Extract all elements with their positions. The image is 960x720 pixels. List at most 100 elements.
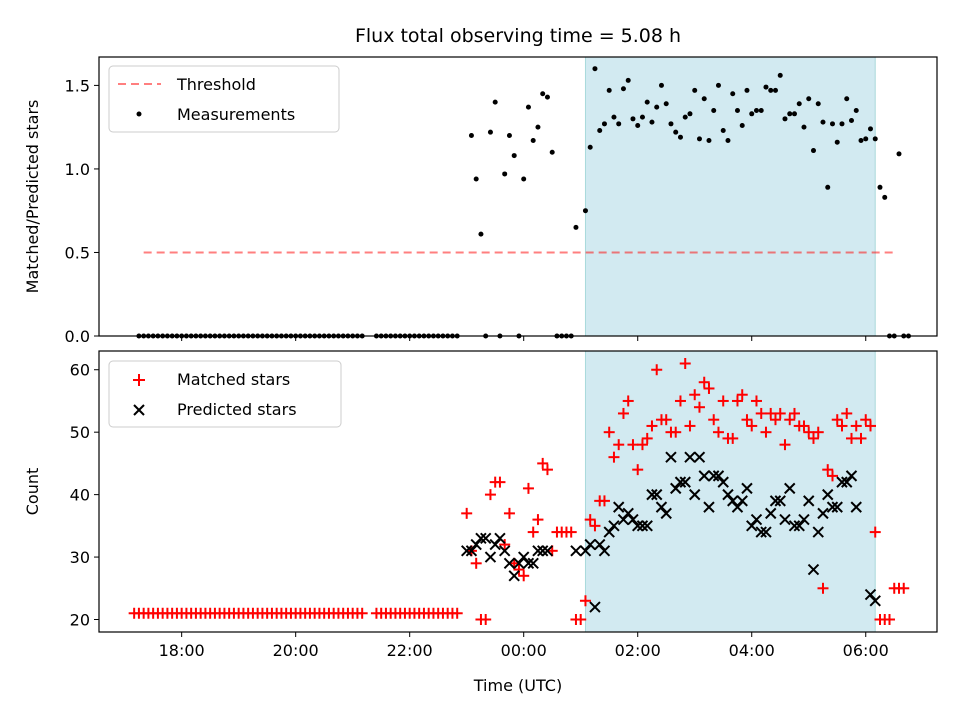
x-tick-label: 02:00 [615,641,661,660]
y-tick-label: 50 [70,423,90,442]
measurement-point [511,153,517,159]
matched-stars-point [537,457,549,469]
matched-stars-point [826,470,838,482]
measurement-point [692,87,698,93]
measurement-point [753,107,759,113]
matched-stars-point [651,364,663,376]
y-tick-label: 0.5 [65,243,90,262]
measurement-point [772,87,778,93]
matched-stars-point [480,614,492,626]
y-tick-label: 40 [70,486,90,505]
measurement-point [606,87,612,93]
predicted-stars-point [584,538,596,551]
matched-stars-point [864,420,876,432]
predicted-stars-point [679,476,691,488]
measurement-point [687,111,693,117]
matched-stars-point [708,414,720,426]
legend-matched-label: Matched stars [177,370,290,389]
measurement-point [668,121,674,127]
predicted-stars-point [636,520,649,532]
predicted-stars-point [769,495,782,507]
matched-stars-point [527,526,539,538]
measurement-point [706,138,712,144]
predicted-stars-point [598,545,611,557]
measurement-point [810,148,816,154]
predicted-stars-point [760,526,772,538]
measurement-point [592,66,598,72]
predicted-stars-point [498,545,511,557]
x-tick-label: 18:00 [159,641,205,660]
measurement-point [877,184,883,190]
predicted-stars-point [774,495,786,507]
measurement-point [601,121,607,127]
measurement-point [801,124,807,130]
matched-stars-point [575,614,587,626]
x-tick-label: 06:00 [843,641,889,660]
predicted-stars-point [826,501,839,513]
predicted-stars-point [708,470,720,482]
predicted-stars-point [836,476,848,488]
matched-stars-point [356,607,368,619]
predicted-stars-point [603,526,615,538]
measurement-point [525,104,531,110]
y-tick-label: 0.0 [65,327,90,346]
predicted-stars-point [536,545,549,557]
matched-stars-point [746,420,758,432]
measurement-point [782,116,788,122]
matched-stars-point [750,395,762,407]
measurement-point [863,136,869,142]
measurement-point [844,96,850,102]
matched-stars-point [812,426,824,438]
matched-stars-point [703,382,715,394]
predicted-stars-point [755,526,767,538]
predicted-stars-point [722,488,734,501]
predicted-stars-point [484,551,497,563]
measurement-point [573,224,579,230]
predicted-stars-point [831,501,843,513]
measurement-point [597,128,603,134]
predicted-stars-point [617,513,630,526]
matched-stars-point [484,489,496,501]
measurement-point [544,94,550,100]
predicted-stars-point [788,520,801,532]
matched-stars-point [613,439,625,451]
matched-stars-point [760,426,772,438]
predicted-stars-point [750,513,763,526]
y-tick-label: 60 [70,361,90,380]
measurement-point [654,104,660,110]
matched-stars-point [532,514,544,526]
measurement-point [711,107,717,113]
matched-stars-point [765,407,777,419]
predicted-stars-point [731,501,744,513]
x-tick-label: 04:00 [729,641,775,660]
matched-stars-point [503,507,515,519]
measurement-point [725,138,731,144]
measurement-point [506,133,512,139]
matched-stars-point [522,482,534,494]
top-legend: Threshold Measurements [108,65,340,133]
predicted-stars-point [579,545,592,557]
x-tick-label: 22:00 [387,641,433,660]
measurement-point [744,87,750,93]
predicted-stars-point [570,545,582,557]
predicted-stars-point [798,513,810,526]
bottom-y-ticks: 20 30 40 50 60 [70,361,99,630]
top-panel: Flux total observing time = 5.08 h 0.00.… [23,25,938,346]
measurement-point [720,128,726,134]
matched-stars-point [807,432,819,444]
bottom-x-ticks: 18:00 20:00 22:00 00:00 02:00 04:00 06:00 [159,632,889,660]
measurement-point [696,136,702,142]
matched-stars-point [589,520,601,532]
measurement-point [611,114,617,120]
measurements-points [136,66,911,339]
measurement-point [535,124,541,130]
measurement-point [473,176,479,182]
measurement-point [663,101,669,107]
matched-stars-point [836,420,848,432]
measurement-point [791,111,797,117]
matched-stars-point [845,432,857,444]
predicted-stars-point [503,557,516,570]
predicted-stars-point [869,595,881,607]
matched-stars-point [608,451,620,463]
